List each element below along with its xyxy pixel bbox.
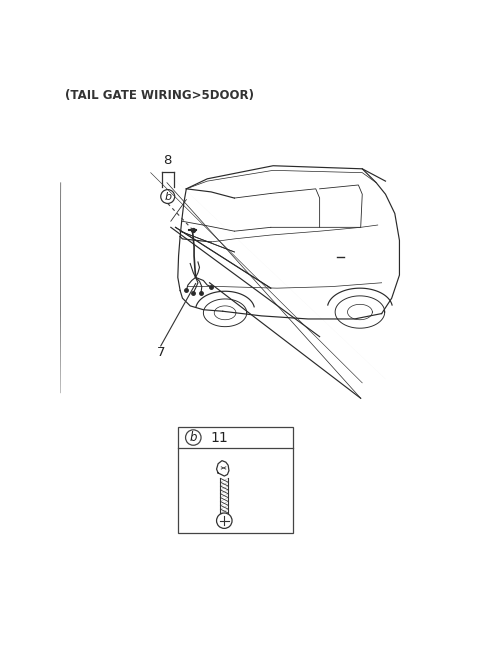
Text: 8: 8 xyxy=(163,154,171,167)
Text: 11: 11 xyxy=(210,430,228,445)
Text: (TAIL GATE WIRING>5DOOR): (TAIL GATE WIRING>5DOOR) xyxy=(65,89,254,102)
Bar xyxy=(178,427,292,533)
Text: b: b xyxy=(164,192,171,201)
Text: b: b xyxy=(190,431,197,444)
Text: 7: 7 xyxy=(156,346,165,359)
